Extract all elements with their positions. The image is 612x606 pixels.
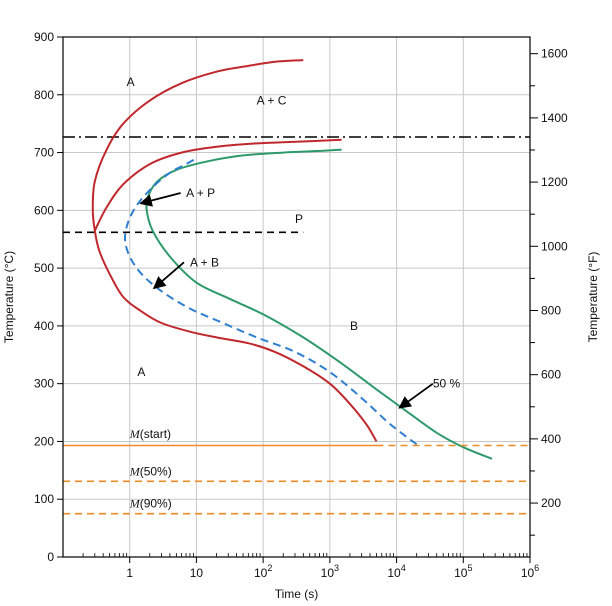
plot-border [62,36,531,558]
martensite-symbol: M [129,496,141,510]
martensite-symbol: M [129,427,141,441]
right-tick-label: 1000 [541,239,568,253]
tick-labels: 0 100 200 300 400 500 600 700 800 900 1 10 102 103 104… [34,30,568,580]
x-tick-label: 1 [126,566,133,580]
y-tick-label: 200 [34,434,54,448]
y-tick-label: 900 [34,30,54,44]
right-tick-label: 600 [541,368,561,382]
plot-frame [57,36,538,563]
annotation-arrow [139,192,181,207]
y-axis-title-left: Temperature (°C) [2,251,16,343]
region-label: 50 % [433,377,461,391]
region-label: P [295,212,303,226]
right-tick-label: 1200 [541,175,568,189]
x-tick-label: 104 [387,563,405,580]
y-tick-label: 800 [34,88,54,102]
right-tick-label: 800 [541,303,561,317]
annotation-arrow [398,382,434,409]
region-label: A [127,75,135,89]
x-tick-exponent: 3 [334,563,339,573]
annotation-arrow [152,261,185,290]
y-tick-label: 400 [34,319,54,333]
reference-lines [63,136,530,234]
annotations: A A + C A + P P A + B B A 50 % M(start) M(50%) M(9… [127,75,461,510]
series-fifty-line [123,157,418,446]
y-tick-label: 700 [34,146,54,160]
right-tick-label: 200 [541,496,561,510]
region-label: A + P [186,186,215,200]
series-layer [63,59,530,515]
martensite-label: M(90%) [129,496,172,510]
y-tick-label: 0 [47,550,54,564]
region-label: A + C [257,94,287,108]
right-tick-label: 1400 [541,111,568,125]
series-start-line [91,59,378,442]
x-tick-label: 105 [454,563,472,580]
x-axis-title: Time (s) [275,587,319,601]
region-label: A [137,365,145,379]
region-label: A + B [190,255,219,269]
right-tick-label: 1600 [541,47,568,61]
y-tick-label: 300 [34,377,54,391]
y-tick-label: 500 [34,261,54,275]
series-start-line [93,138,342,232]
x-tick-exponent: 5 [467,563,472,573]
region-label: B [350,319,358,333]
y-tick-label: 100 [34,492,54,506]
right-tick-label: 400 [541,432,561,446]
x-tick-exponent: 6 [534,563,539,573]
y-axis-title-right: Temperature (°F) [586,252,600,343]
y-tick-label: 600 [34,203,54,217]
martensite-symbol: M [129,464,141,478]
x-tick-exponent: 2 [267,563,272,573]
martensite-label: M(start) [129,427,171,441]
martensite-label: M(50%) [129,464,172,478]
x-tick-label: 10 [190,566,204,580]
x-tick-exponent: 4 [401,563,406,573]
x-tick-label: 102 [254,563,272,580]
x-tick-label: 106 [521,563,539,580]
x-tick-label: 103 [321,563,339,580]
